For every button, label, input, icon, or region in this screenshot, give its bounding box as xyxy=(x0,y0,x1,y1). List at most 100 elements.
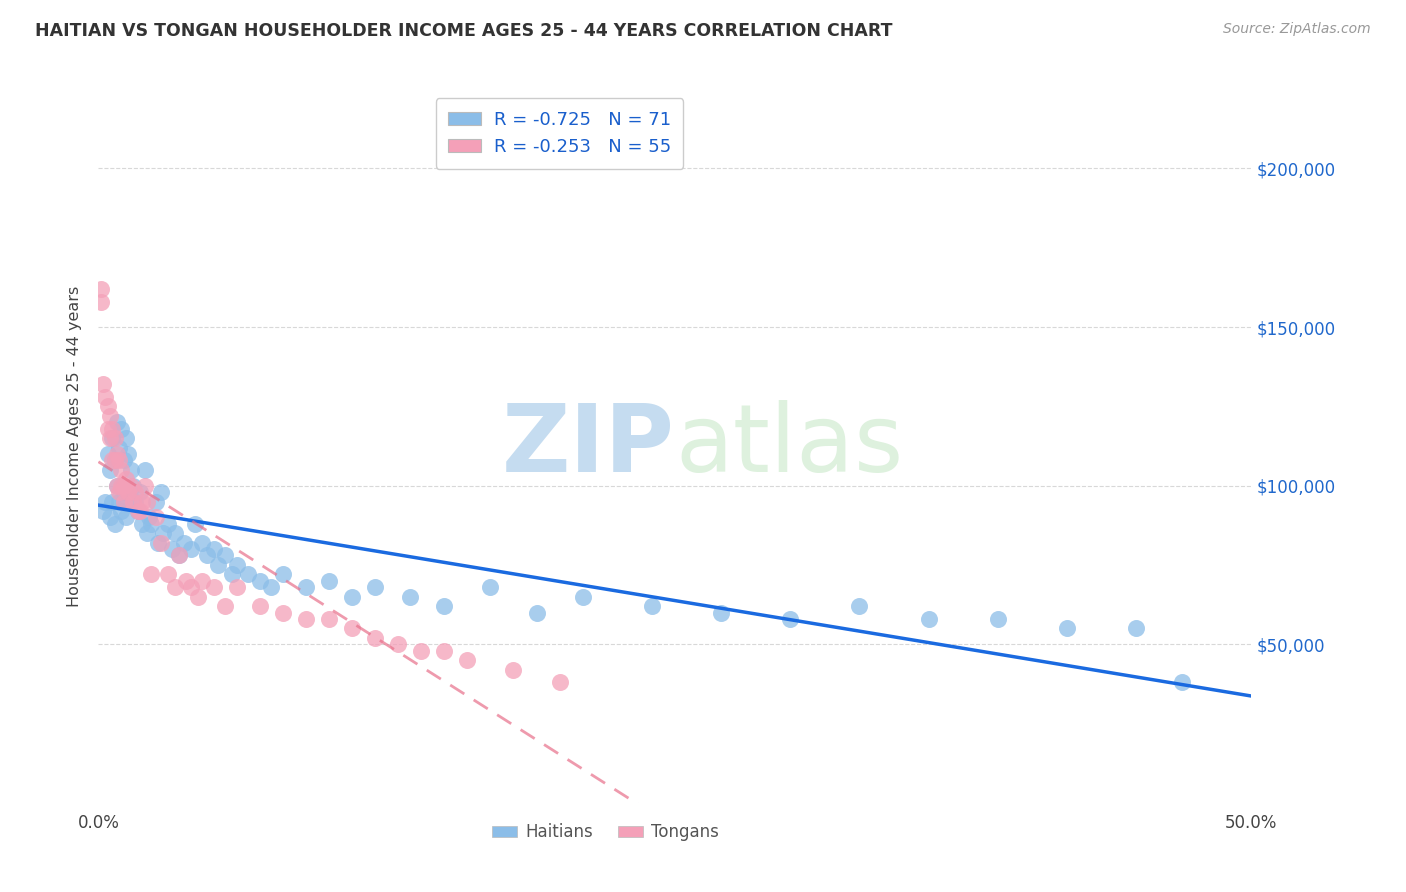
Point xyxy=(148,535,170,549)
Point xyxy=(318,574,340,588)
Point xyxy=(1125,621,1147,635)
Point xyxy=(364,580,387,594)
Text: ZIP: ZIP xyxy=(502,400,675,492)
Point xyxy=(271,606,294,620)
Point xyxy=(191,574,214,588)
Point xyxy=(97,421,120,435)
Point xyxy=(117,447,139,461)
Point xyxy=(195,549,218,563)
Point xyxy=(115,472,138,486)
Point xyxy=(110,463,132,477)
Point xyxy=(456,653,478,667)
Point xyxy=(202,542,225,557)
Point xyxy=(101,431,124,445)
Point xyxy=(202,580,225,594)
Point xyxy=(145,494,167,508)
Point xyxy=(98,431,121,445)
Point xyxy=(149,485,172,500)
Point xyxy=(160,542,183,557)
Point xyxy=(103,453,125,467)
Point xyxy=(105,478,128,492)
Point xyxy=(105,447,128,461)
Point xyxy=(110,478,132,492)
Point xyxy=(152,526,174,541)
Point xyxy=(1171,675,1194,690)
Point xyxy=(115,431,138,445)
Point xyxy=(108,453,131,467)
Point xyxy=(120,463,142,477)
Point xyxy=(103,453,125,467)
Point xyxy=(987,612,1010,626)
Point xyxy=(214,599,236,614)
Point xyxy=(225,580,247,594)
Point xyxy=(117,494,139,508)
Legend: Haitians, Tongans: Haitians, Tongans xyxy=(485,817,725,848)
Point xyxy=(145,510,167,524)
Point xyxy=(94,494,117,508)
Point xyxy=(641,599,664,614)
Point xyxy=(411,643,433,657)
Point xyxy=(710,606,733,620)
Point xyxy=(260,580,283,594)
Text: Source: ZipAtlas.com: Source: ZipAtlas.com xyxy=(1223,22,1371,37)
Point xyxy=(105,478,128,492)
Point xyxy=(110,504,132,518)
Point xyxy=(135,494,157,508)
Point xyxy=(124,485,146,500)
Point xyxy=(398,590,420,604)
Point xyxy=(779,612,801,626)
Point xyxy=(433,599,456,614)
Point xyxy=(94,390,117,404)
Point xyxy=(207,558,229,572)
Point xyxy=(91,377,114,392)
Text: atlas: atlas xyxy=(675,400,903,492)
Point xyxy=(1056,621,1078,635)
Point xyxy=(90,294,112,309)
Point xyxy=(112,478,135,492)
Point xyxy=(134,463,156,477)
Point xyxy=(103,516,125,531)
Point xyxy=(187,590,209,604)
Point xyxy=(138,510,160,524)
Y-axis label: Householder Income Ages 25 - 44 years: Householder Income Ages 25 - 44 years xyxy=(67,285,83,607)
Point xyxy=(101,494,124,508)
Point xyxy=(479,580,502,594)
Point xyxy=(141,567,163,582)
Point xyxy=(101,421,124,435)
Point xyxy=(271,567,294,582)
Point xyxy=(163,580,186,594)
Point xyxy=(127,504,149,518)
Point xyxy=(548,675,571,690)
Point xyxy=(105,415,128,429)
Point xyxy=(225,558,247,572)
Point xyxy=(167,549,190,563)
Point xyxy=(364,631,387,645)
Point xyxy=(141,516,163,531)
Point xyxy=(91,504,114,518)
Point xyxy=(122,478,145,492)
Point xyxy=(98,409,121,423)
Point xyxy=(295,580,318,594)
Point xyxy=(120,478,142,492)
Point xyxy=(249,574,271,588)
Point xyxy=(97,447,120,461)
Point xyxy=(249,599,271,614)
Point xyxy=(180,542,202,557)
Point xyxy=(156,516,179,531)
Point xyxy=(340,621,363,635)
Point xyxy=(103,431,125,445)
Point xyxy=(112,485,135,500)
Point xyxy=(135,526,157,541)
Point xyxy=(149,535,172,549)
Point xyxy=(124,494,146,508)
Point xyxy=(433,643,456,657)
Point xyxy=(180,580,202,594)
Point xyxy=(238,567,260,582)
Point xyxy=(90,282,112,296)
Point xyxy=(134,478,156,492)
Point xyxy=(340,590,363,604)
Point xyxy=(129,504,152,518)
Point xyxy=(848,599,870,614)
Point xyxy=(156,567,179,582)
Point xyxy=(163,526,186,541)
